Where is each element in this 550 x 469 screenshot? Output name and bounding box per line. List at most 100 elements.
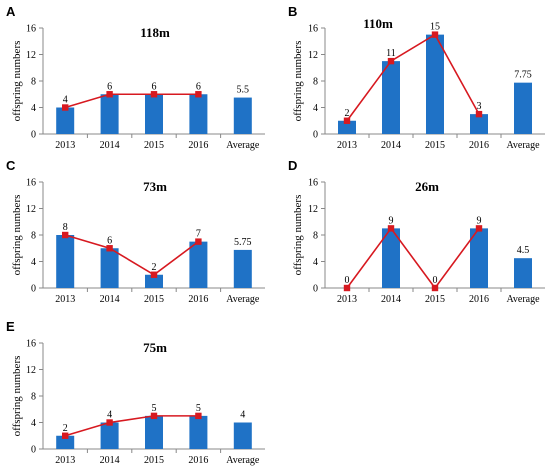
- y-tick-label: 16: [26, 178, 36, 189]
- bar: [56, 235, 75, 288]
- x-tick-label: 2014: [100, 140, 120, 151]
- y-tick-label: 16: [26, 24, 36, 35]
- data-label: 6: [107, 81, 112, 92]
- y-tick-label: 4: [31, 103, 36, 114]
- series-line: [346, 227, 480, 290]
- data-label: 7: [196, 229, 201, 240]
- x-tick-label: 2013: [55, 455, 75, 466]
- y-tick-label: 0: [31, 130, 36, 141]
- y-tick-label: 4: [313, 103, 318, 114]
- data-label: 5: [152, 403, 157, 414]
- bar: [233, 422, 252, 449]
- bar: [189, 415, 208, 449]
- line-marker: [343, 284, 351, 292]
- panel-letter: B: [288, 4, 297, 19]
- line-marker: [150, 91, 158, 98]
- y-tick-label: 16: [308, 24, 318, 35]
- bar: [56, 435, 75, 449]
- x-tick-label: Average: [506, 294, 540, 305]
- y-tick-label: 8: [31, 231, 36, 242]
- panel-letter: E: [6, 319, 15, 334]
- data-label: 4.5: [517, 245, 530, 256]
- x-tick-label: Average: [226, 294, 260, 305]
- x-tick-label: 2015: [144, 294, 164, 305]
- bar: [514, 258, 532, 288]
- line-marker: [195, 91, 202, 98]
- x-tick-label: 2013: [337, 140, 357, 151]
- series-line: [64, 234, 199, 276]
- bar: [189, 241, 208, 288]
- chart-panel-e: E 75m offspring numbers 0 4 8 12 16 2013 2014 2015…: [6, 319, 265, 466]
- data-label: 4: [63, 95, 68, 106]
- bar: [100, 94, 119, 134]
- data-label: 2: [345, 108, 350, 119]
- panel-letter: A: [6, 4, 16, 19]
- y-tick-label: 0: [31, 445, 36, 456]
- bar: [145, 415, 163, 449]
- y-axis-label: offspring numbers: [11, 356, 23, 437]
- panel-letter: D: [288, 158, 297, 173]
- chart-panel-a: A 118m offspring numbers 0 4 8 12 16 2013 2014 201…: [6, 4, 265, 151]
- data-label: 9: [477, 215, 482, 226]
- data-label: 6: [107, 235, 112, 246]
- bar: [382, 61, 400, 134]
- chart-title: 75m: [143, 340, 167, 355]
- bar: [56, 107, 75, 134]
- x-tick-label: 2016: [188, 455, 208, 466]
- x-tick-label: Average: [226, 455, 260, 466]
- chart-title: 26m: [415, 179, 439, 194]
- bar: [426, 34, 444, 134]
- bar: [382, 228, 400, 288]
- data-label: 0: [345, 275, 350, 286]
- line-marker: [195, 238, 202, 245]
- y-tick-label: 16: [308, 178, 318, 189]
- x-tick-label: 2014: [381, 140, 401, 151]
- x-tick-label: 2013: [55, 294, 75, 305]
- line-marker: [475, 225, 483, 232]
- data-label: 5: [196, 403, 201, 414]
- data-label: 8: [63, 222, 68, 233]
- data-label: 6: [196, 81, 201, 92]
- x-tick-label: 2016: [469, 294, 489, 305]
- x-tick-label: Average: [506, 140, 540, 151]
- data-label: 11: [386, 48, 396, 59]
- y-tick-label: 12: [308, 50, 318, 61]
- x-tick-label: Average: [226, 140, 260, 151]
- bar: [145, 274, 163, 288]
- y-tick-label: 0: [313, 284, 318, 295]
- data-label: 9: [389, 215, 394, 226]
- data-label: 2: [152, 262, 157, 273]
- data-label: 4: [107, 410, 112, 421]
- line-marker: [387, 225, 395, 232]
- y-tick-label: 8: [313, 231, 318, 242]
- bar: [470, 114, 488, 134]
- line-marker: [431, 284, 439, 292]
- y-tick-label: 4: [31, 418, 36, 429]
- line-marker: [195, 412, 202, 420]
- data-label: 2: [63, 423, 68, 434]
- data-label: 15: [430, 22, 440, 33]
- x-tick-label: 2014: [381, 294, 401, 305]
- bar: [470, 228, 488, 288]
- data-label: 0: [433, 275, 438, 286]
- series-line: [64, 415, 199, 437]
- y-axis-label: offspring numbers: [292, 195, 304, 276]
- x-tick-label: 2014: [100, 294, 120, 305]
- y-tick-label: 4: [313, 257, 318, 268]
- bar: [189, 94, 208, 134]
- line-marker: [62, 231, 69, 239]
- y-tick-label: 12: [308, 204, 318, 215]
- chart-title: 73m: [143, 179, 167, 194]
- y-tick-label: 12: [26, 365, 36, 376]
- x-tick-label: 2015: [144, 140, 164, 151]
- bar: [100, 422, 119, 449]
- x-tick-label: 2016: [188, 294, 208, 305]
- y-tick-label: 8: [31, 77, 36, 88]
- data-label: 6: [152, 81, 157, 92]
- bar: [514, 82, 532, 134]
- line-marker: [106, 245, 113, 252]
- chart-panel-c: C 73m offspring numbers 0 4 8 12 16 2013 2014 2015…: [6, 158, 265, 305]
- data-label: 7.75: [514, 70, 532, 81]
- y-axis-label: offspring numbers: [11, 195, 23, 276]
- chart-panel-d: D 26m offspring numbers 0 4 8 12 16 2013 2014 2015…: [288, 158, 545, 305]
